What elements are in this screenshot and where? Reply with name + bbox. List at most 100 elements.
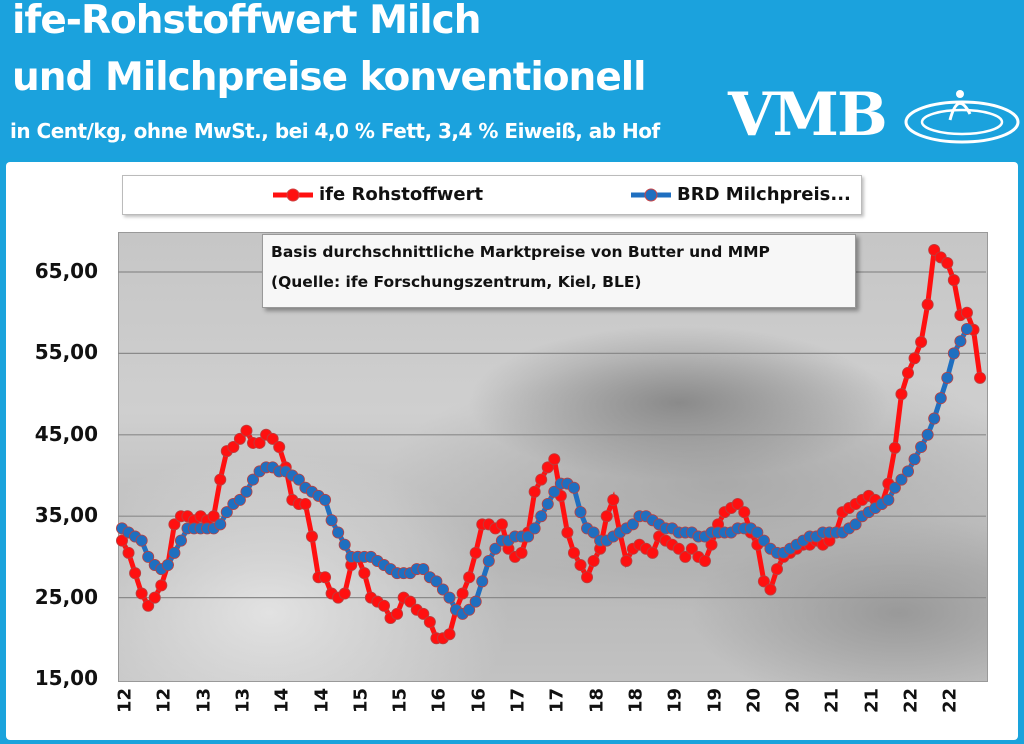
data-point-brd: [292, 473, 305, 486]
data-point-brd: [902, 465, 915, 478]
data-point-ife: [888, 441, 901, 454]
data-point-brd: [574, 506, 587, 519]
data-point-ife: [233, 432, 246, 445]
data-point-ife: [240, 424, 253, 437]
annotation-line-2: (Quelle: ife Forschungszentrum, Kiel, BL…: [271, 273, 642, 291]
data-point-brd: [888, 481, 901, 494]
legend-marker-blue-icon: [631, 188, 671, 201]
data-point-ife: [535, 473, 548, 486]
data-point-brd: [174, 534, 187, 547]
data-point-ife: [679, 550, 692, 563]
data-point-brd: [325, 514, 338, 527]
data-point-ife: [548, 453, 561, 466]
data-point-ife: [305, 530, 318, 543]
data-point-brd: [895, 473, 908, 486]
y-tick-label: 15,00: [34, 666, 98, 690]
data-point-brd: [246, 473, 259, 486]
data-point-brd: [849, 518, 862, 531]
data-point-ife: [902, 366, 915, 379]
data-point-ife: [495, 518, 508, 531]
data-point-ife: [600, 510, 613, 523]
data-point-ife: [757, 575, 770, 588]
data-point-brd: [489, 542, 502, 555]
data-point-brd: [220, 506, 233, 519]
data-point-brd: [960, 322, 973, 335]
data-point-brd: [482, 554, 495, 567]
data-point-brd: [319, 493, 332, 506]
data-point-brd: [332, 526, 345, 539]
data-point-ife: [921, 298, 934, 311]
data-point-ife: [207, 510, 220, 523]
legend-marker-red-icon: [273, 188, 313, 201]
y-tick-label: 65,00: [34, 259, 98, 283]
data-point-ife: [338, 587, 351, 600]
data-point-brd: [941, 371, 954, 384]
data-point-brd: [476, 575, 489, 588]
data-point-ife: [915, 336, 928, 349]
annotation-line-1: Basis durchschnittliche Marktpreise von …: [271, 243, 770, 261]
data-point-brd: [882, 493, 895, 506]
data-point-ife: [155, 579, 168, 592]
data-point-ife: [620, 554, 633, 567]
data-point-ife: [319, 571, 332, 584]
y-tick-label: 25,00: [34, 584, 98, 609]
data-point-ife: [705, 538, 718, 551]
source-annotation: Basis durchschnittliche Marktpreise von …: [262, 234, 856, 308]
data-point-ife: [941, 257, 954, 270]
data-point-ife: [463, 571, 476, 584]
data-point-ife: [443, 628, 456, 641]
data-point-brd: [168, 546, 181, 559]
data-point-brd: [908, 453, 921, 466]
data-point-brd: [528, 522, 541, 535]
data-point-ife: [947, 274, 960, 287]
data-point-ife: [574, 559, 587, 572]
data-point-brd: [921, 428, 934, 441]
data-point-ife: [685, 542, 698, 555]
y-tick-label: 55,00: [34, 340, 98, 365]
legend-label-brd: BRD Milchpreis...: [677, 184, 851, 205]
data-point-ife: [698, 554, 711, 567]
data-point-brd: [240, 485, 253, 498]
data-point-ife: [404, 595, 417, 608]
data-point-brd: [214, 518, 227, 531]
data-point-ife: [764, 583, 777, 596]
data-point-ife: [253, 436, 266, 449]
data-point-brd: [934, 392, 947, 405]
y-tick-label: 35,00: [34, 503, 98, 528]
data-point-ife: [672, 542, 685, 555]
data-point-brd: [417, 563, 430, 576]
y-tick-label: 45,00: [34, 421, 98, 446]
data-point-ife: [122, 546, 135, 559]
data-point-brd: [338, 538, 351, 551]
data-point-brd: [757, 534, 770, 547]
title-line-2: und Milchpreise konventionell: [12, 55, 647, 100]
data-point-ife: [528, 485, 541, 498]
data-point-brd: [436, 583, 449, 596]
data-point-brd: [469, 595, 482, 608]
data-point-ife: [227, 441, 240, 454]
data-point-ife: [895, 388, 908, 401]
data-point-ife: [299, 497, 312, 510]
data-point-ife: [567, 546, 580, 559]
data-point-brd: [947, 347, 960, 360]
data-point-ife: [391, 607, 404, 620]
data-point-ife: [214, 473, 227, 486]
data-point-brd: [463, 603, 476, 616]
legend-item-ife: ife Rohstoffwert: [271, 184, 483, 205]
header-banner: ife-Rohstoffwert Milch und Milchpreise k…: [0, 0, 1024, 158]
data-point-ife: [129, 567, 142, 580]
data-point-ife: [266, 432, 279, 445]
legend-item-brd: BRD Milchpreis...: [629, 184, 851, 205]
data-point-ife: [358, 567, 371, 580]
data-point-ife: [581, 571, 594, 584]
data-point-brd: [548, 485, 561, 498]
data-point-brd: [142, 550, 155, 563]
data-point-ife: [541, 461, 554, 474]
data-point-ife: [417, 607, 430, 620]
chart-legend: ife Rohstoffwert BRD Milchpreis...: [122, 175, 862, 215]
data-point-ife: [469, 546, 482, 559]
data-point-ife: [607, 493, 620, 506]
data-point-ife: [561, 526, 574, 539]
data-point-ife: [377, 599, 390, 612]
